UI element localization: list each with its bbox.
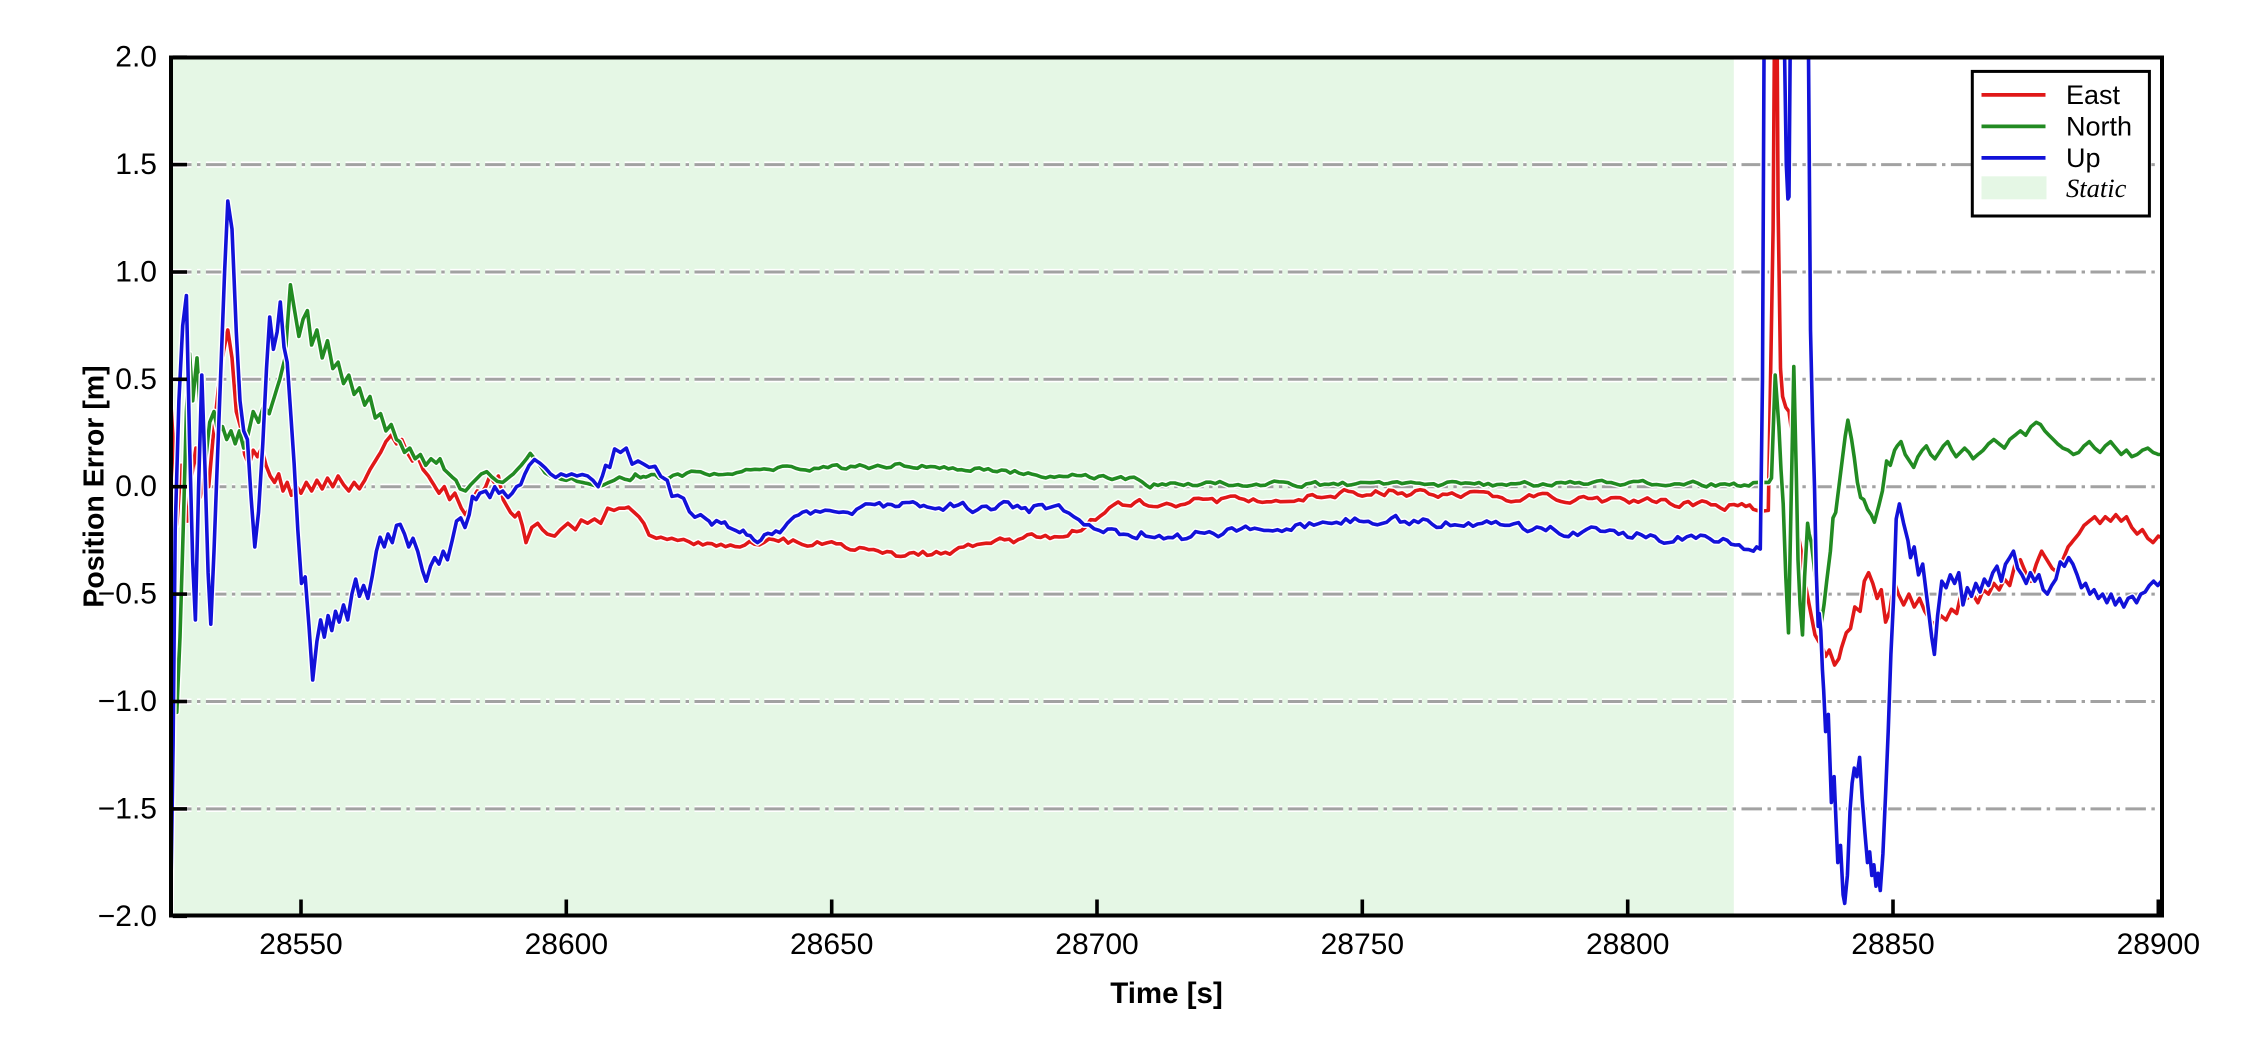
svg-text:North: North [2066,111,2132,141]
svg-text:Up: Up [2066,143,2101,173]
svg-text:−0.5: −0.5 [98,578,157,611]
svg-text:28650: 28650 [790,928,873,961]
svg-text:0.5: 0.5 [115,363,157,396]
svg-text:2.0: 2.0 [115,41,157,74]
svg-text:Position Error [m]: Position Error [m] [79,365,111,607]
svg-text:28750: 28750 [1321,928,1404,961]
svg-text:Time [s]: Time [s] [1110,977,1223,1010]
svg-text:28850: 28850 [1851,928,1934,961]
svg-text:−1.5: −1.5 [98,792,157,825]
svg-text:Static: Static [2066,173,2127,203]
svg-text:28700: 28700 [1055,928,1138,961]
svg-text:28900: 28900 [2117,928,2200,961]
svg-text:East: East [2066,80,2121,110]
svg-text:0.0: 0.0 [115,470,157,503]
svg-text:−2.0: −2.0 [98,900,157,933]
svg-text:−1.0: −1.0 [98,685,157,718]
svg-text:1.0: 1.0 [115,256,157,289]
svg-text:28550: 28550 [259,928,342,961]
svg-text:1.5: 1.5 [115,148,157,181]
svg-text:28800: 28800 [1586,928,1669,961]
svg-text:28600: 28600 [525,928,608,961]
